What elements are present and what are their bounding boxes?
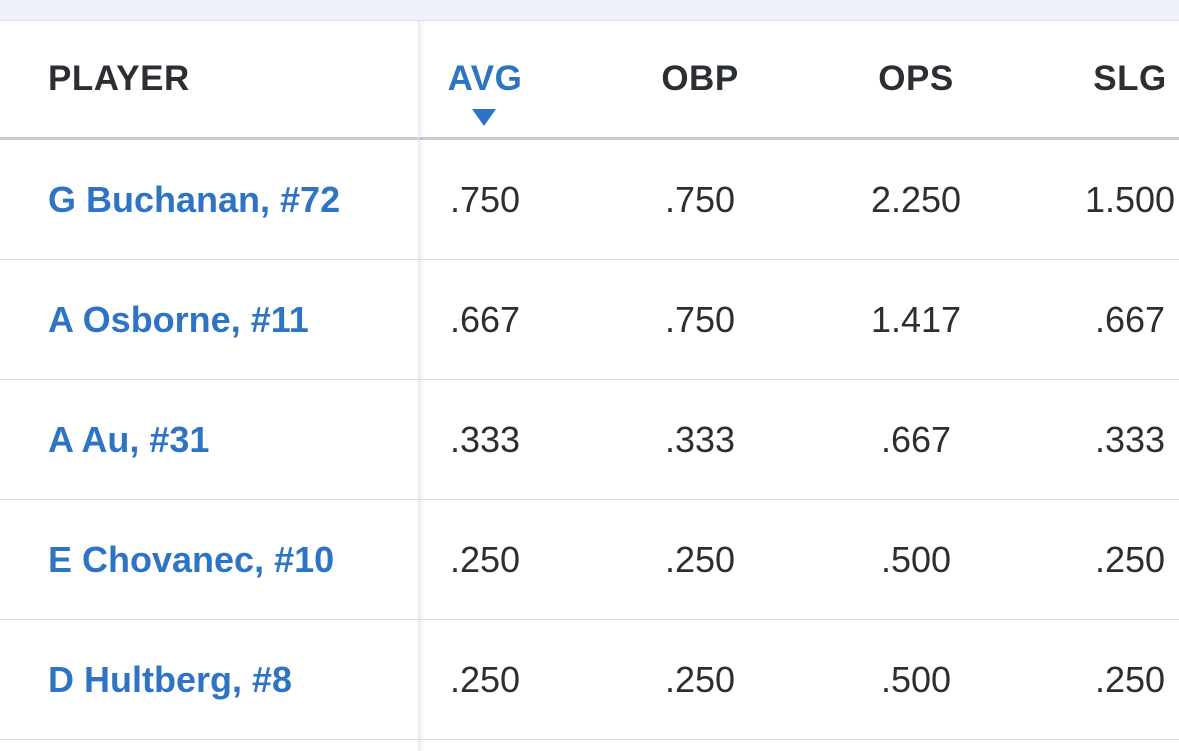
ops-cell: .500: [852, 620, 980, 739]
slg-value: .333: [1094, 418, 1166, 460]
obp-value: .333: [664, 418, 736, 460]
header-slg[interactable]: SLG: [1075, 21, 1179, 137]
avg-cell: .667: [425, 260, 545, 379]
table-row: G Buchanan, #72 .750 .750 2.250 1.500: [0, 140, 1179, 260]
table-row: A Osborne, #11 .667 .750 1.417 .667: [0, 260, 1179, 380]
slg-cell: 1.500: [1075, 140, 1179, 259]
ops-cell: .667: [852, 380, 980, 499]
player-link[interactable]: A Osborne, #11: [48, 298, 309, 340]
player-link[interactable]: A Au, #31: [48, 418, 210, 460]
ops-cell: 1.417: [852, 260, 980, 379]
player-cell: E Chovanec, #10: [48, 500, 418, 619]
avg-cell: .333: [425, 380, 545, 499]
player-link[interactable]: G Buchanan, #72: [48, 178, 341, 220]
header-ops-label: OPS: [878, 59, 954, 98]
sort-descending-icon: [472, 109, 496, 126]
player-cell: D Hultberg, #8: [48, 620, 418, 739]
header-obp-label: OBP: [661, 59, 739, 98]
avg-cell: .750: [425, 140, 545, 259]
obp-value: .250: [664, 538, 736, 580]
ops-cell: .500: [852, 500, 980, 619]
header-player[interactable]: PLAYER: [48, 21, 418, 137]
header-player-label: PLAYER: [48, 59, 190, 98]
obp-value: .750: [664, 178, 736, 220]
ops-value: 2.250: [870, 178, 962, 220]
obp-cell: .750: [640, 260, 760, 379]
obp-value: .250: [664, 658, 736, 700]
obp-cell: .250: [640, 620, 760, 739]
avg-value: .250: [449, 538, 521, 580]
player-link[interactable]: D Hultberg, #8: [48, 658, 293, 700]
header-ops[interactable]: OPS: [852, 21, 980, 137]
frozen-column-divider: [418, 21, 419, 751]
obp-cell: .333: [640, 380, 760, 499]
stats-table: PLAYER AVG OBP OPS SLG G Buchanan, #72 .…: [0, 21, 1179, 751]
slg-cell: .250: [1075, 620, 1179, 739]
avg-value: .250: [449, 658, 521, 700]
ops-value: .500: [880, 658, 952, 700]
table-header: PLAYER AVG OBP OPS SLG: [0, 21, 1179, 140]
avg-cell: .250: [425, 620, 545, 739]
player-cell: G Buchanan, #72: [48, 140, 418, 259]
player-cell: A Au, #31: [48, 380, 418, 499]
slg-cell: .250: [1075, 500, 1179, 619]
obp-value: .750: [664, 298, 736, 340]
header-slg-label: SLG: [1093, 59, 1167, 98]
avg-cell: .250: [425, 500, 545, 619]
ops-cell: 2.250: [852, 140, 980, 259]
slg-cell: .667: [1075, 260, 1179, 379]
avg-value: .750: [449, 178, 521, 220]
header-avg[interactable]: AVG: [425, 21, 545, 137]
table-row: E Chovanec, #10 .250 .250 .500 .250: [0, 500, 1179, 620]
slg-value: .250: [1094, 658, 1166, 700]
top-strip: [0, 0, 1179, 21]
header-avg-label: AVG: [447, 59, 523, 98]
slg-value: .667: [1094, 298, 1166, 340]
slg-value: .250: [1094, 538, 1166, 580]
player-link[interactable]: E Chovanec, #10: [48, 538, 335, 580]
obp-cell: .250: [640, 500, 760, 619]
obp-cell: .750: [640, 140, 760, 259]
player-cell: A Osborne, #11: [48, 260, 418, 379]
ops-value: .500: [880, 538, 952, 580]
ops-value: 1.417: [870, 298, 962, 340]
slg-value: 1.500: [1084, 178, 1176, 220]
ops-value: .667: [880, 418, 952, 460]
header-obp[interactable]: OBP: [640, 21, 760, 137]
slg-cell: .333: [1075, 380, 1179, 499]
table-row: A Au, #31 .333 .333 .667 .333: [0, 380, 1179, 500]
avg-value: .333: [449, 418, 521, 460]
avg-value: .667: [449, 298, 521, 340]
table-row: D Hultberg, #8 .250 .250 .500 .250: [0, 620, 1179, 740]
